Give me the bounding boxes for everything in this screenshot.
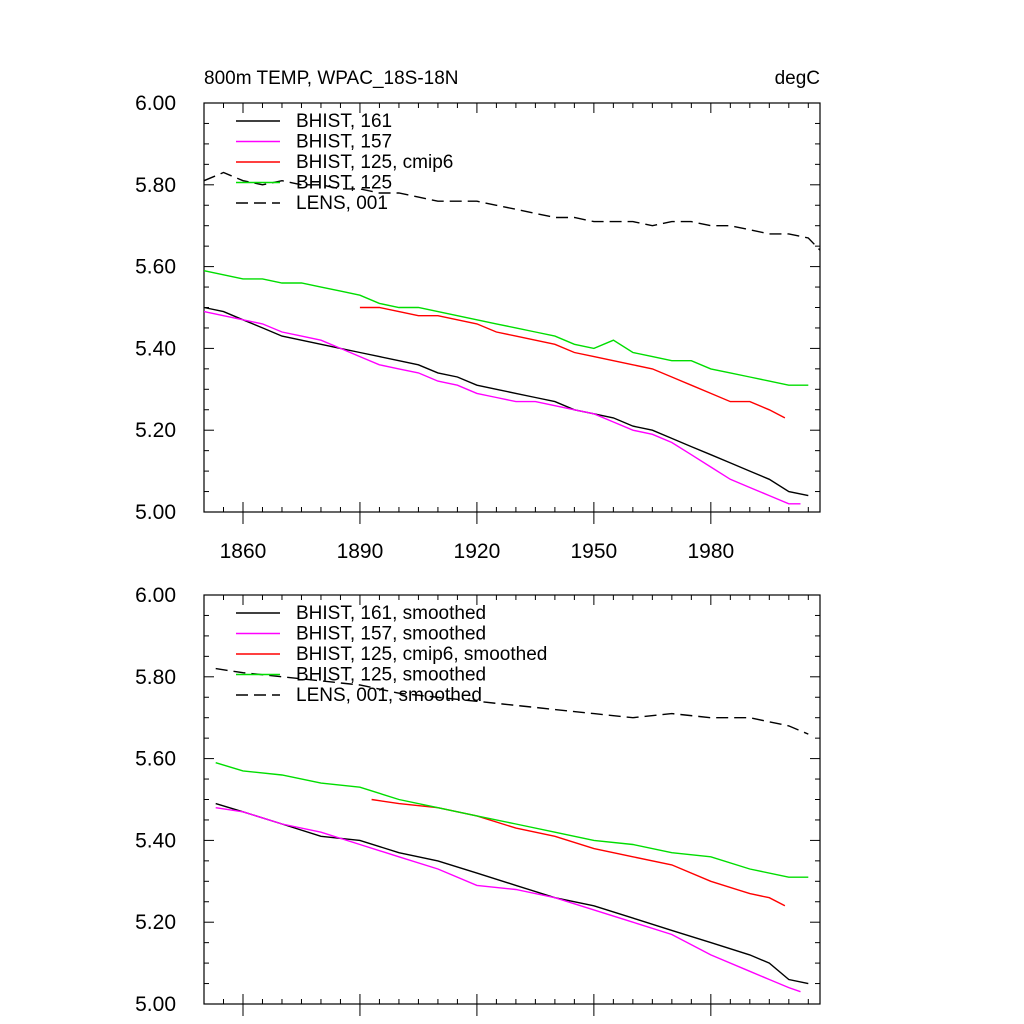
chart1-y-tick-label: 6.00 xyxy=(135,92,176,115)
chart1-x-tick-label: 1860 xyxy=(220,540,267,563)
chart1-y-tick-label: 5.20 xyxy=(135,419,176,442)
chart1-y-tick-label: 5.00 xyxy=(135,501,176,524)
chart1-series-line-5 xyxy=(203,171,821,251)
chart2-legend-label: BHIST, 125, cmip6, smoothed xyxy=(296,644,547,665)
chart2-y-tick-label: 5.20 xyxy=(135,911,176,934)
chart1-y-tick-label: 5.80 xyxy=(135,174,176,197)
chart1-legend-label: BHIST, 161 xyxy=(296,111,392,132)
chart1-x-tick-label: 1950 xyxy=(571,540,618,563)
chart1-series-line-1 xyxy=(203,306,809,497)
chart1-legend-label: BHIST, 157 xyxy=(296,132,392,153)
chart2-series-line-1 xyxy=(215,802,809,985)
chart2-y-tick-label: 6.00 xyxy=(135,584,176,607)
chart2-legend-label: BHIST, 125, smoothed xyxy=(296,665,486,686)
chart1-legend-label: BHIST, 125 xyxy=(296,173,392,194)
chart1-y-tick-label: 5.60 xyxy=(135,256,176,279)
chart1-series-line-3 xyxy=(359,306,786,419)
chart2-y-tick-label: 5.60 xyxy=(135,748,176,771)
chart2-legend-label: BHIST, 161, smoothed xyxy=(296,603,486,624)
chart1-x-tick-label: 1980 xyxy=(687,540,734,563)
chart2-legend-label: BHIST, 157, smoothed xyxy=(296,624,486,645)
chart1-x-tick-label: 1920 xyxy=(454,540,501,563)
chart2-legend-label: LENS, 001, smoothed xyxy=(296,685,482,706)
figure-title: 800m TEMP, WPAC_18S-18N xyxy=(204,68,459,89)
top-panel: 5.00 5.20 5.40 5.60 5.80 6.00 1860 1890 1920 1950… xyxy=(135,92,821,563)
chart1-legend-label: BHIST, 125, cmip6 xyxy=(296,152,453,173)
chart2-y-tick-label: 5.80 xyxy=(135,666,176,689)
chart1-legend-label: LENS, 001 xyxy=(296,193,388,214)
chart2-series-line-4 xyxy=(215,762,809,878)
chart1-series-line-4 xyxy=(203,270,809,386)
chart1-y-tick-label: 5.40 xyxy=(135,337,176,360)
bottom-panel: 5.00 5.20 5.40 5.60 5.80 6.00 BHIST, 161, smoo… xyxy=(135,584,821,1016)
chart2-series-line-3 xyxy=(371,798,786,907)
unit-label: degC xyxy=(775,68,820,89)
chart2-y-tick-label: 5.40 xyxy=(135,829,176,852)
chart2-y-tick-label: 5.00 xyxy=(135,993,176,1016)
chart1-series-line-2 xyxy=(203,310,801,505)
chart1-x-tick-label: 1890 xyxy=(337,540,384,563)
chart2-series-line-2 xyxy=(215,807,801,993)
chart2-series-line-5 xyxy=(215,667,809,735)
